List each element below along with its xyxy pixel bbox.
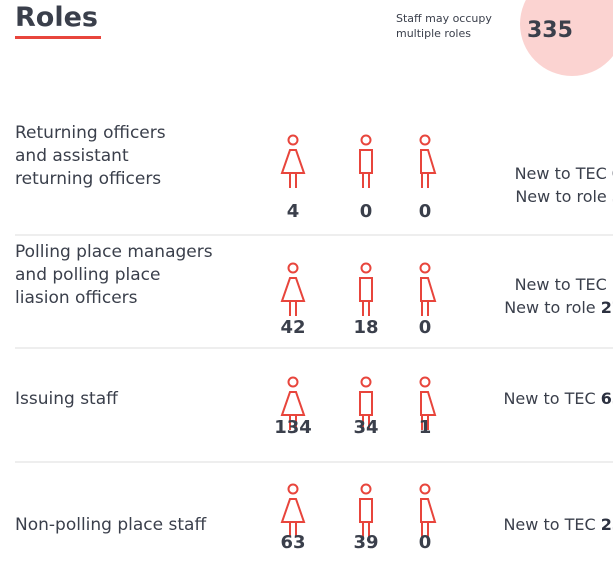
icon-head [287, 262, 299, 274]
icon-body [420, 391, 437, 416]
row-label: and assistant [15, 146, 129, 166]
person-icon [280, 262, 306, 316]
icon-legs [362, 522, 370, 537]
row-label: Non-polling place staff [15, 515, 207, 535]
icon-body [420, 277, 437, 302]
icon-head [287, 483, 299, 495]
person-icon [280, 376, 306, 430]
icon-body [359, 391, 373, 416]
title: Roles [15, 2, 98, 33]
person-icon [419, 134, 437, 188]
person-icon [419, 262, 437, 316]
icon-legs [362, 301, 370, 316]
stat-label: New to role [504, 298, 595, 317]
stat: New to TEC 23 [503, 515, 613, 534]
icon-legs [289, 301, 297, 316]
stat: New to role 3 [515, 187, 613, 206]
count: 0 [419, 201, 432, 222]
stat-label: New to TEC [515, 275, 607, 294]
icon-head [360, 376, 372, 388]
note: Staff may occupy [396, 12, 492, 25]
icon-body [280, 498, 306, 523]
icon-body [420, 498, 437, 523]
count: 34 [353, 417, 378, 438]
count: 0 [419, 532, 432, 553]
person-icon [359, 376, 373, 430]
icon-body [280, 277, 306, 302]
icon-body [280, 149, 306, 174]
count: 134 [274, 417, 312, 438]
person-icon [359, 134, 373, 188]
icon-body [359, 277, 373, 302]
icon-head [419, 262, 431, 274]
count: 1 [419, 417, 432, 438]
count: 39 [353, 532, 378, 553]
icon-legs [362, 173, 370, 188]
stat-label: New to TEC [503, 389, 595, 408]
icon-body [420, 149, 437, 174]
icon-body [280, 391, 306, 416]
icon-legs [421, 301, 429, 316]
person-icon [359, 483, 373, 537]
icon-head [287, 376, 299, 388]
row-label: Issuing staff [15, 389, 119, 409]
stat-value: 27 [601, 298, 613, 317]
count: 18 [353, 317, 378, 338]
total-circle [520, 0, 613, 76]
stat-label: New to TEC [503, 515, 595, 534]
stat-value: 23 [601, 515, 613, 534]
row-label: Polling place managers [15, 242, 213, 262]
stat-value: 2 [612, 275, 613, 294]
person-icon [359, 262, 373, 316]
icon-legs [289, 173, 297, 188]
count: 63 [280, 532, 305, 553]
stat-value: 0 [612, 164, 613, 183]
icon-head [419, 483, 431, 495]
title-underline [15, 36, 101, 39]
stat: New to TEC 0 [515, 164, 613, 183]
row-label: returning officers [15, 169, 161, 189]
icon-body [359, 149, 373, 174]
stat-value: 3 [612, 187, 613, 206]
count: 42 [280, 317, 305, 338]
count: 4 [287, 201, 300, 222]
icon-head [287, 134, 299, 146]
stat-value: 63 [601, 389, 613, 408]
person-icon [280, 134, 306, 188]
stat: New to TEC 2 [515, 275, 613, 294]
icon-head [360, 262, 372, 274]
icon-head [360, 483, 372, 495]
icon-legs [289, 415, 297, 430]
icon-legs [362, 415, 370, 430]
icon-head [360, 134, 372, 146]
stat: New to TEC 63 [503, 389, 613, 408]
icon-head [419, 376, 431, 388]
icon-legs [421, 415, 429, 430]
note: multiple roles [396, 27, 471, 40]
stat-label: New to role [515, 187, 606, 206]
stat: New to role 27 [504, 298, 613, 317]
icon-legs [421, 522, 429, 537]
icon-legs [289, 522, 297, 537]
row-label: and polling place [15, 265, 160, 285]
count: 0 [360, 201, 373, 222]
row-label: liasion officers [15, 288, 138, 308]
row-label: Returning officers [15, 123, 166, 143]
person-icon [280, 483, 306, 537]
stat-label: New to TEC [515, 164, 607, 183]
count: 0 [419, 317, 432, 338]
total: 335 [527, 18, 573, 43]
person-icon [419, 376, 437, 430]
person-icon [419, 483, 437, 537]
icon-body [359, 498, 373, 523]
icon-head [419, 134, 431, 146]
icon-legs [421, 173, 429, 188]
